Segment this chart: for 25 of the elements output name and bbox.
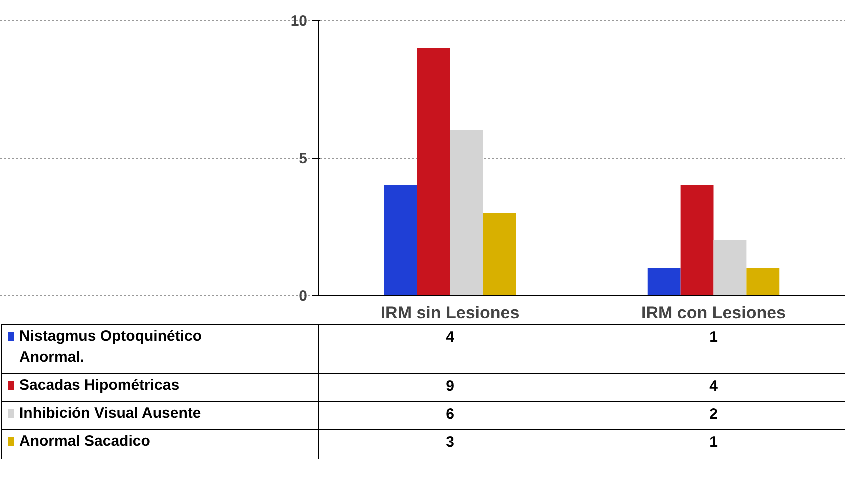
legend-label: Inhibición Visual Ausente	[20, 405, 202, 422]
data-label: 9	[446, 378, 454, 395]
x-tick-label: IRM con Lesiones	[641, 304, 786, 322]
y-tick-label: 0	[299, 288, 308, 305]
y-tick-label: 5	[299, 150, 308, 168]
bar	[648, 268, 681, 296]
legend-label: Sacadas Hipométricas	[20, 377, 180, 394]
data-label: 4	[710, 378, 719, 395]
legend-label: Nistagmus Optoquinético Anormal.	[20, 328, 202, 366]
legend-label: Anormal Sacadico	[20, 433, 150, 450]
x-tick-label: IRM sin Lesiones	[380, 304, 520, 322]
data-label: 3	[446, 434, 454, 451]
data-label: 2	[710, 406, 718, 423]
bar	[450, 130, 484, 296]
bar	[746, 268, 780, 296]
data-label: 6	[446, 406, 454, 423]
bar	[483, 213, 516, 296]
data-label: 4	[446, 329, 456, 346]
bar	[417, 48, 450, 296]
data-label: 1	[710, 329, 718, 346]
bar	[384, 186, 418, 296]
data-label: 1	[710, 434, 718, 451]
y-tick-label: 10	[290, 13, 308, 30]
bar	[714, 240, 747, 296]
bar	[680, 186, 714, 296]
